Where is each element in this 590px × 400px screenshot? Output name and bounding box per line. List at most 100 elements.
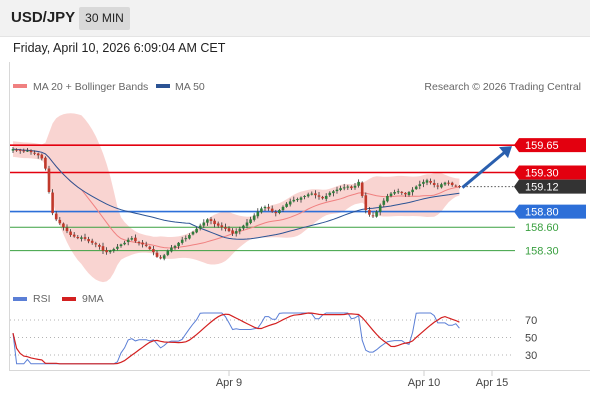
candle xyxy=(242,224,245,231)
candle-body xyxy=(429,181,432,183)
candle xyxy=(159,255,162,260)
candle xyxy=(213,218,216,228)
candle xyxy=(90,238,94,245)
candle-body xyxy=(126,239,130,243)
candle-body xyxy=(245,222,249,226)
candle-body xyxy=(242,225,245,229)
candle-body xyxy=(44,157,47,169)
candle-body xyxy=(162,255,166,259)
candle xyxy=(281,205,285,212)
ma50-line xyxy=(12,148,460,240)
candle-body xyxy=(454,185,458,187)
candle xyxy=(98,243,101,250)
candle-body xyxy=(54,213,58,220)
legend-ma50-label: MA 50 xyxy=(175,81,205,93)
candle xyxy=(76,235,80,240)
candle-body xyxy=(119,244,123,247)
candle xyxy=(310,191,314,196)
candle-body xyxy=(62,223,65,228)
candle xyxy=(263,205,267,212)
candle-body xyxy=(342,187,346,189)
candle xyxy=(267,203,270,211)
candle-body xyxy=(400,191,404,193)
candle-body xyxy=(414,186,418,190)
candle-body xyxy=(152,249,155,253)
candle-body xyxy=(134,237,137,242)
candle-body xyxy=(195,228,198,233)
candle-body xyxy=(450,182,454,186)
candle xyxy=(177,242,180,249)
candle-body xyxy=(270,208,274,212)
price-label-158-60: 158.60 xyxy=(525,222,559,234)
candle xyxy=(94,241,98,248)
legend-9ma-swatch xyxy=(62,297,76,301)
candle-body xyxy=(227,228,231,232)
candle xyxy=(324,193,328,202)
candle xyxy=(357,179,360,188)
rsi-panel: 70 50 30 xyxy=(10,312,537,365)
candle xyxy=(148,245,152,250)
candle xyxy=(54,211,58,222)
candle xyxy=(87,236,90,244)
candle-body xyxy=(425,180,429,183)
candle-body xyxy=(137,242,141,244)
candle-body xyxy=(76,237,80,239)
candle xyxy=(44,156,47,171)
candle xyxy=(18,148,22,154)
candle xyxy=(378,203,382,216)
candle xyxy=(155,250,159,258)
candle xyxy=(260,206,263,214)
candle-body xyxy=(375,211,378,217)
candle-body xyxy=(285,203,288,207)
timeframe-button[interactable]: 30 MIN xyxy=(79,7,130,30)
candle-body xyxy=(346,186,350,188)
candle-body xyxy=(310,193,314,195)
candle-body xyxy=(36,153,40,156)
candle-body xyxy=(177,242,180,247)
candle xyxy=(40,153,44,161)
candle-body xyxy=(80,237,83,239)
candle xyxy=(51,189,54,216)
candle xyxy=(371,212,375,218)
candle xyxy=(180,236,184,245)
candle xyxy=(364,192,368,214)
candle xyxy=(209,216,213,225)
price-tag-bg xyxy=(514,204,586,219)
candle-body xyxy=(364,195,368,211)
price-tag-bg xyxy=(514,179,586,194)
price-tag-159-30: 159.30 xyxy=(514,165,586,180)
x-tick-label: Apr 9 xyxy=(216,377,242,389)
candle xyxy=(454,184,458,187)
candle-body xyxy=(339,188,342,191)
candles xyxy=(11,146,461,261)
candle xyxy=(144,241,148,248)
candle xyxy=(116,243,119,251)
candle xyxy=(256,208,260,219)
price-tag-158-80: 158.80 xyxy=(514,204,586,219)
candle-body xyxy=(108,250,112,253)
legend-rsi-swatch xyxy=(13,297,27,301)
candle xyxy=(80,235,83,242)
candle-body xyxy=(202,222,206,226)
candle-body xyxy=(15,149,18,151)
timestamp: Friday, April 10, 2026 6:09:04 AM CET xyxy=(13,41,226,55)
candle-body xyxy=(314,193,317,196)
candle-body xyxy=(288,201,292,205)
candle xyxy=(306,192,310,198)
candle xyxy=(245,219,249,229)
candle-body xyxy=(303,195,306,197)
candle xyxy=(216,221,220,228)
candle xyxy=(108,249,112,254)
candle xyxy=(458,184,461,189)
candle-body xyxy=(170,247,173,252)
candle-body xyxy=(249,219,252,224)
candle xyxy=(353,182,357,190)
candle-body xyxy=(180,239,184,243)
candle xyxy=(321,195,324,200)
candle-body xyxy=(386,195,389,202)
candle-body xyxy=(69,231,72,236)
candle xyxy=(382,198,386,208)
candle-body xyxy=(260,208,263,213)
candle-body xyxy=(216,223,220,226)
legend-ma20-swatch xyxy=(13,84,27,88)
